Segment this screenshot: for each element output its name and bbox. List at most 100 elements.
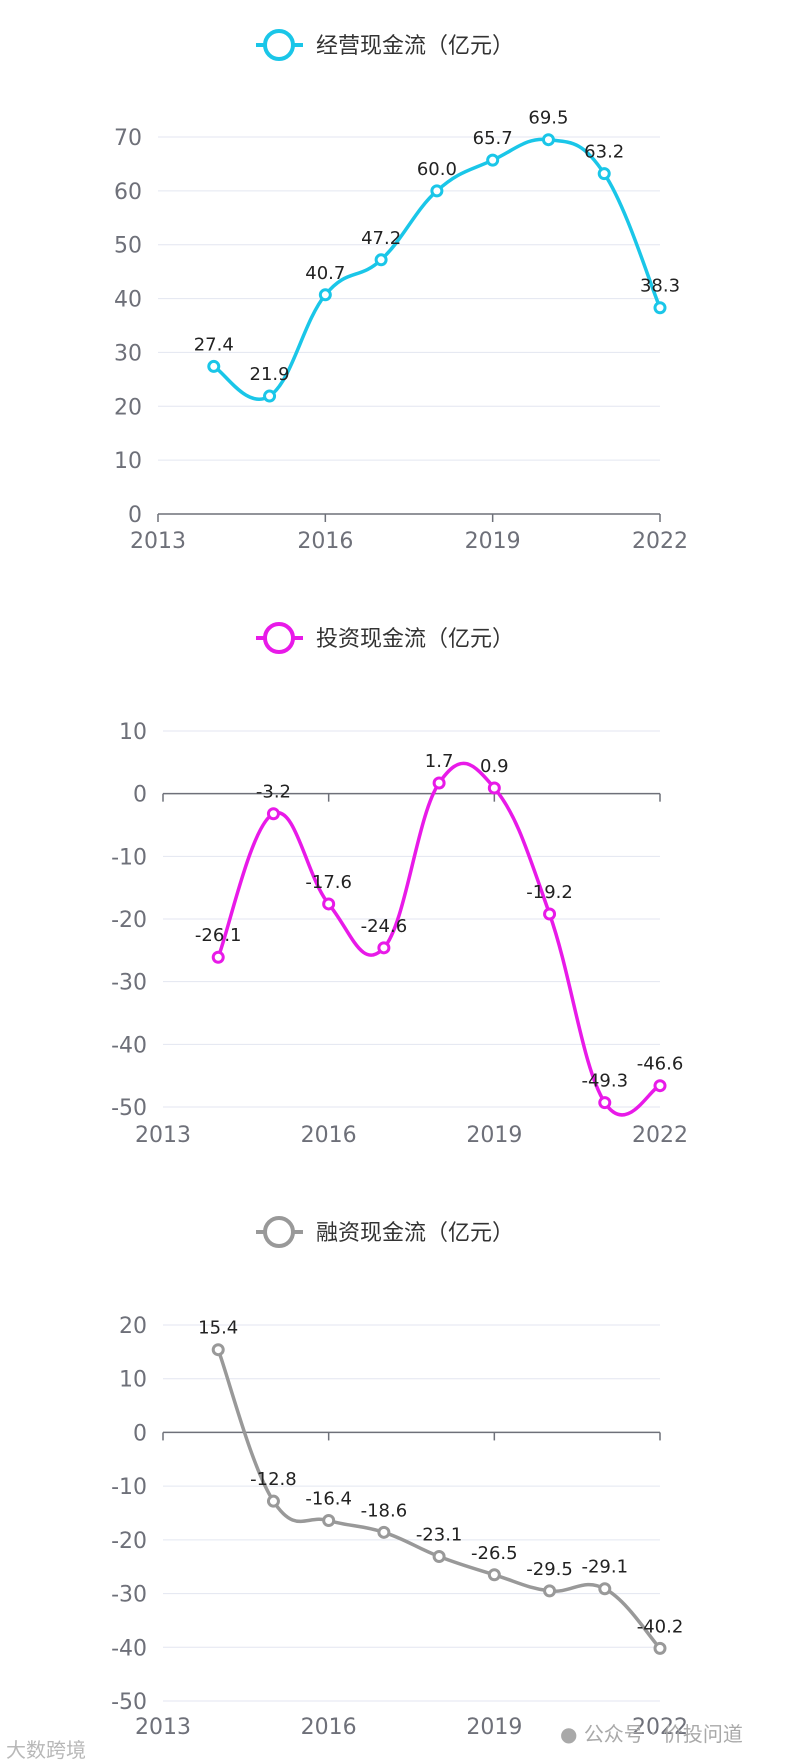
y-tick-label: -40 (111, 1033, 147, 1058)
y-tick-label: 20 (114, 395, 142, 420)
x-tick-label: 2019 (466, 1715, 522, 1740)
data-point (318, 288, 332, 302)
legend-label: 经营现金流（亿元） (316, 34, 514, 59)
data-point (432, 776, 446, 790)
data-label: -19.2 (526, 882, 573, 903)
x-tick-label: 2016 (301, 1123, 357, 1148)
data-label: -29.1 (581, 1557, 628, 1578)
y-tick-label: 60 (114, 180, 142, 205)
data-point (374, 253, 388, 267)
data-label: -29.5 (526, 1559, 573, 1580)
data-label: -26.1 (195, 925, 242, 946)
y-tick-label: 40 (114, 288, 142, 313)
data-label: -24.6 (361, 916, 408, 937)
data-label: 21.9 (250, 364, 290, 385)
y-tick-label: 0 (133, 783, 147, 808)
data-point (597, 167, 611, 181)
y-tick-label: -20 (111, 1529, 147, 1554)
x-tick-label: 2016 (297, 529, 353, 554)
data-point (543, 1584, 557, 1598)
data-point (487, 1568, 501, 1582)
data-label: 63.2 (584, 142, 624, 163)
y-tick-label: -30 (111, 1583, 147, 1608)
y-tick-label: -50 (111, 1690, 147, 1715)
x-tick-label: 2013 (130, 529, 186, 554)
y-tick-label: 70 (114, 126, 142, 151)
watermark-right-text: 公众号 · 价投问道 (583, 1722, 743, 1746)
y-tick-label: 30 (114, 341, 142, 366)
data-label: -17.6 (305, 872, 352, 893)
data-label: 69.5 (528, 108, 568, 129)
legend-label: 投资现金流（亿元） (316, 627, 514, 652)
watermark-left: 大数跨境 (6, 1734, 86, 1763)
data-point (430, 184, 444, 198)
wechat-icon: ● (560, 1722, 578, 1746)
x-tick-label: 2019 (465, 529, 521, 554)
data-point (487, 781, 501, 795)
data-point (486, 153, 500, 167)
series-line (216, 761, 661, 1117)
data-point (653, 1641, 667, 1655)
legend-2: 投资现金流（亿元） (256, 622, 514, 654)
x-tick-label: 2013 (135, 1715, 191, 1740)
x-tick-label: 2022 (632, 529, 688, 554)
data-point (543, 907, 557, 921)
x-tick-label: 2013 (135, 1123, 191, 1148)
data-point (653, 301, 667, 315)
y-tick-label: 50 (114, 234, 142, 259)
data-point (322, 1514, 336, 1528)
x-tick-label: 2019 (466, 1123, 522, 1148)
y-tick-label: 0 (128, 503, 142, 528)
data-label: -23.1 (416, 1525, 463, 1546)
data-point (653, 1079, 667, 1093)
legend-marker (263, 29, 295, 61)
data-label: 65.7 (473, 128, 513, 149)
data-label: 40.7 (305, 263, 345, 284)
y-tick-label: 10 (119, 1368, 147, 1393)
legend-marker (263, 1216, 295, 1248)
data-point (432, 1550, 446, 1564)
data-label: -12.8 (250, 1469, 297, 1490)
series-line (216, 1349, 662, 1650)
legend-1: 经营现金流（亿元） (256, 29, 514, 61)
data-point (211, 1343, 225, 1357)
legend-marker (263, 622, 295, 654)
y-tick-label: 10 (114, 449, 142, 474)
data-label: 38.3 (640, 276, 680, 297)
data-point (598, 1582, 612, 1596)
data-point (211, 950, 225, 964)
data-point (377, 941, 391, 955)
legend-3: 融资现金流（亿元） (256, 1216, 514, 1248)
data-point (266, 1494, 280, 1508)
data-label: -40.2 (637, 1616, 684, 1637)
chart-1: 经营现金流（亿元） 0 10 20 30 40 50 60 70 2013 2016 2019 2022… (114, 29, 688, 554)
data-label: 1.7 (425, 751, 454, 772)
data-point (598, 1096, 612, 1110)
data-point (322, 897, 336, 911)
data-point (377, 1525, 391, 1539)
chart-2: 投资现金流（亿元） -50 -40 -30 -20 -10 0 10 2013 2016 2019 2… (111, 622, 688, 1148)
data-label: -46.6 (637, 1054, 684, 1075)
x-tick-label: 2016 (301, 1715, 357, 1740)
data-point (266, 807, 280, 821)
data-label: -18.6 (361, 1500, 408, 1521)
y-tick-label: -40 (111, 1636, 147, 1661)
data-point (263, 389, 277, 403)
legend-label: 融资现金流（亿元） (316, 1221, 514, 1246)
x-tick-label: 2022 (632, 1715, 688, 1740)
x-tick-label: 2022 (632, 1123, 688, 1148)
data-label: -26.5 (471, 1543, 518, 1564)
data-label: -3.2 (256, 782, 291, 803)
y-tick-label: -10 (111, 845, 147, 870)
data-label: 47.2 (361, 228, 401, 249)
data-point (541, 133, 555, 147)
data-label: 27.4 (194, 334, 234, 355)
y-tick-label: -10 (111, 1475, 147, 1500)
y-tick-label: 10 (119, 720, 147, 745)
y-tick-label: -50 (111, 1096, 147, 1121)
y-tick-label: 0 (133, 1421, 147, 1446)
chart-3: 融资现金流（亿元） -50 -40 -30 -20 -10 0 10 20 2013 2016 201… (111, 1216, 688, 1740)
data-label: -49.3 (581, 1071, 628, 1092)
data-label: 15.4 (198, 1318, 238, 1339)
